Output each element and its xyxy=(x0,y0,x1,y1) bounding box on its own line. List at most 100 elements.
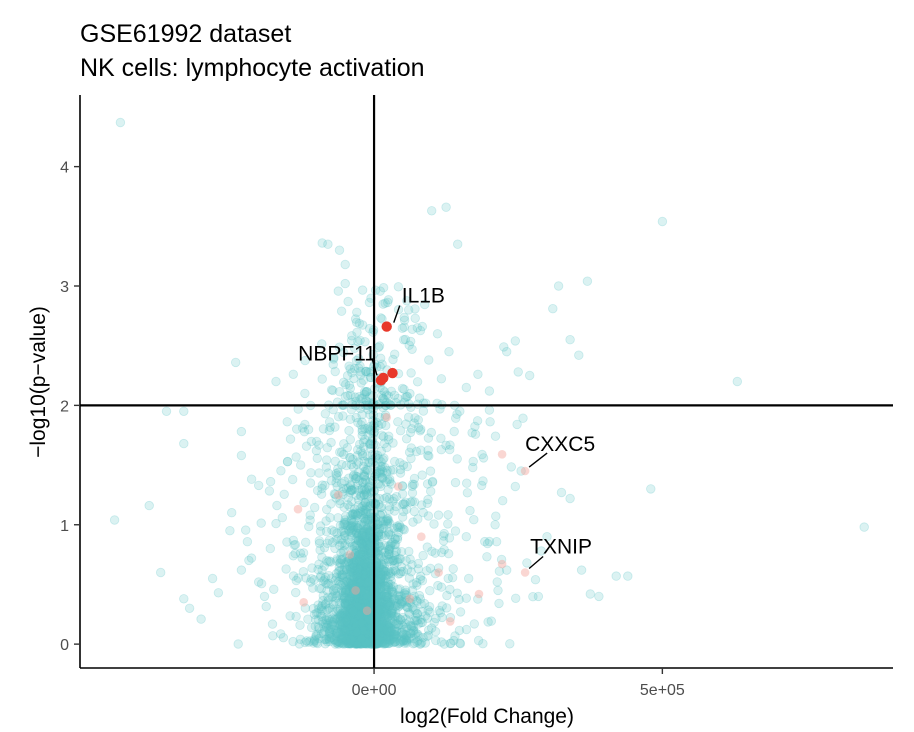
gene-point xyxy=(355,609,365,619)
gene-point xyxy=(276,629,286,639)
gene-point xyxy=(334,387,345,397)
gene-point xyxy=(418,550,428,561)
gene-point xyxy=(381,630,391,640)
gene-point xyxy=(383,517,393,527)
gene-point xyxy=(345,609,356,619)
gene-point xyxy=(362,514,372,524)
gene-point xyxy=(376,611,386,622)
gene-point xyxy=(657,216,668,227)
gene-point xyxy=(320,409,331,419)
gene-point xyxy=(358,634,369,644)
gene-point xyxy=(352,580,363,591)
gene-point xyxy=(358,320,368,330)
gene-point xyxy=(351,613,361,623)
gene-point xyxy=(359,634,369,645)
gene-point xyxy=(362,567,373,577)
gene-point xyxy=(353,592,364,603)
gene-point xyxy=(343,614,354,624)
gene-point xyxy=(361,579,371,589)
gene-point xyxy=(377,618,387,628)
gene-point xyxy=(358,554,368,565)
gene-point xyxy=(461,532,472,542)
gene-point xyxy=(306,622,317,633)
gene-point xyxy=(322,538,333,549)
gene-point xyxy=(393,594,403,605)
gene-point xyxy=(359,636,370,647)
gene-point xyxy=(355,595,365,605)
gene-point xyxy=(363,521,373,531)
gene-point xyxy=(357,583,367,593)
gene-point xyxy=(511,593,521,604)
gene-point xyxy=(397,627,407,637)
gene-point xyxy=(359,629,369,639)
gene-point xyxy=(338,633,348,643)
gene-point xyxy=(357,636,367,646)
gene-point xyxy=(358,604,369,615)
gene-point xyxy=(386,624,397,634)
gene-point xyxy=(525,370,535,381)
gene-point xyxy=(335,520,346,531)
gene-point xyxy=(343,627,354,637)
gene-point xyxy=(144,500,154,511)
gene-point xyxy=(327,604,338,615)
gene-point xyxy=(383,623,394,634)
gene-point xyxy=(355,570,365,580)
gene-point xyxy=(377,531,387,542)
gene-point-highlight xyxy=(520,568,530,577)
gene-point xyxy=(360,561,370,571)
gene-point xyxy=(360,625,370,636)
gene-point xyxy=(341,610,352,620)
gene-point xyxy=(326,622,337,632)
gene-point xyxy=(374,341,385,351)
gene-point xyxy=(413,564,424,574)
gene-point xyxy=(356,631,367,642)
gene-point xyxy=(390,555,400,566)
gene-point xyxy=(339,591,349,601)
gene-point xyxy=(341,511,351,521)
gene-point xyxy=(406,629,416,639)
gene-point xyxy=(254,577,264,587)
gene-point xyxy=(355,361,365,371)
gene-point xyxy=(397,489,408,499)
gene-point xyxy=(363,606,373,617)
gene-point xyxy=(354,624,365,634)
gene-point xyxy=(360,635,370,645)
gene-point xyxy=(375,571,386,581)
gene-point xyxy=(338,570,348,580)
gene-point xyxy=(375,616,385,627)
gene-point xyxy=(310,502,320,513)
gene-point xyxy=(349,617,359,627)
gene-point xyxy=(358,601,369,612)
gene-point xyxy=(311,446,322,456)
gene-point xyxy=(356,621,366,631)
gene-point xyxy=(354,617,365,627)
gene-point xyxy=(337,620,348,631)
gene-point xyxy=(363,638,373,648)
gene-point xyxy=(359,542,370,553)
gene-point xyxy=(362,628,373,639)
gene-point xyxy=(378,624,389,634)
gene-point xyxy=(376,629,386,639)
gene-point xyxy=(375,595,385,606)
gene-point xyxy=(179,594,189,604)
gene-point xyxy=(333,637,344,647)
gene-point xyxy=(306,468,316,478)
gene-point xyxy=(357,580,367,591)
gene-point xyxy=(518,413,528,423)
gene-point xyxy=(355,563,365,574)
gene-point xyxy=(261,601,271,612)
gene-point xyxy=(379,637,390,648)
gene-point xyxy=(349,504,360,514)
gene-point xyxy=(363,567,374,578)
gene-point xyxy=(351,638,361,648)
gene-point xyxy=(352,564,362,574)
gene-point xyxy=(336,598,346,608)
gene-point xyxy=(360,624,371,635)
gene-point xyxy=(351,634,362,645)
gene-point xyxy=(445,444,455,455)
gene-point xyxy=(354,631,364,641)
gene-point xyxy=(357,566,367,576)
gene-point xyxy=(363,623,374,634)
gene-point xyxy=(331,628,342,639)
gene-point xyxy=(358,375,369,385)
